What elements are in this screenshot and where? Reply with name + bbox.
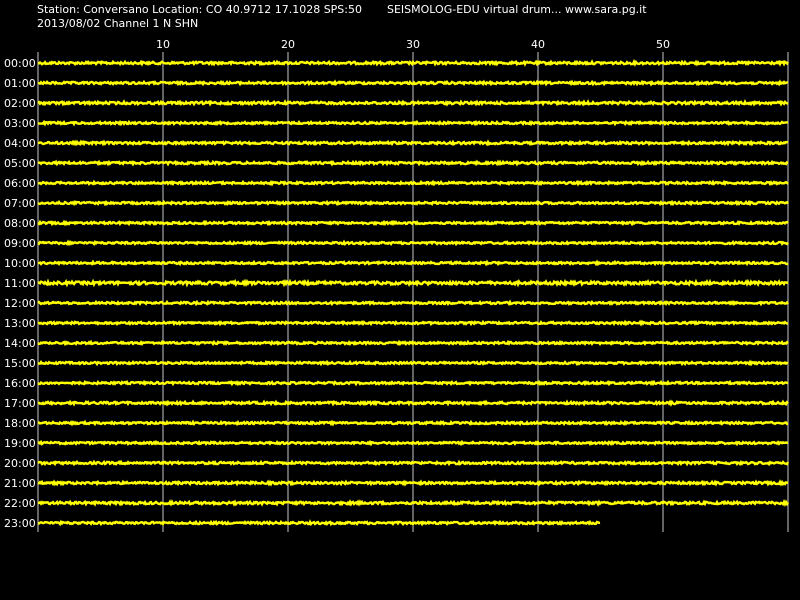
hour-label: 06:00: [4, 177, 36, 190]
trace-0900: [37, 239, 789, 247]
hour-labels: 00:00 01:00 02:00 03:00 04:00 05:00 06:00 07:00…: [4, 57, 36, 530]
trace-2100: [37, 479, 789, 487]
hour-label: 07:00: [4, 197, 36, 210]
trace-0500: [37, 159, 789, 167]
trace-0800: [37, 219, 789, 227]
trace-1200: [37, 299, 789, 307]
trace-0200: [37, 99, 789, 107]
hour-label: 21:00: [4, 477, 36, 490]
trace-1500: [37, 359, 789, 367]
hour-label: 16:00: [4, 377, 36, 390]
trace-2200: [37, 498, 790, 508]
x-tick-label: 50: [656, 38, 670, 51]
grid-lines: [37, 52, 789, 532]
hour-label: 17:00: [4, 397, 36, 410]
x-tick-label: 10: [156, 38, 170, 51]
trace-0000: [37, 58, 789, 67]
trace-1300: [38, 319, 789, 327]
trace-1100: [37, 278, 789, 288]
station-info: Station: Conversano Location: CO 40.9712…: [37, 3, 362, 16]
hour-label: 15:00: [4, 357, 36, 370]
trace-0400: [37, 139, 789, 147]
hour-label: 01:00: [4, 77, 36, 90]
hour-label: 00:00: [4, 57, 36, 70]
hour-label: 22:00: [4, 497, 36, 510]
hour-label: 19:00: [4, 437, 36, 450]
x-axis: 10 20 30 40 50: [156, 38, 670, 51]
hour-label: 23:00: [4, 517, 36, 530]
traces: [37, 58, 790, 527]
date-channel-info: 2013/08/02 Channel 1 N SHN: [37, 17, 199, 30]
hour-label: 12:00: [4, 297, 36, 310]
trace-1400: [37, 339, 789, 347]
trace-1900: [37, 439, 789, 447]
hour-label: 08:00: [4, 217, 36, 230]
trace-1600: [37, 379, 789, 387]
hour-label: 14:00: [4, 337, 36, 350]
trace-1700: [37, 399, 789, 407]
hour-label: 02:00: [4, 97, 36, 110]
x-tick-label: 20: [281, 38, 295, 51]
trace-2000: [37, 459, 790, 467]
hour-label: 18:00: [4, 417, 36, 430]
brand-info: SEISMOLOG-EDU virtual drum... www.sara.p…: [387, 3, 647, 16]
x-tick-label: 40: [531, 38, 545, 51]
trace-0700: [37, 199, 789, 207]
hour-label: 09:00: [4, 237, 36, 250]
trace-2300: [37, 519, 601, 527]
hour-label: 11:00: [4, 277, 36, 290]
x-tick-label: 30: [406, 38, 420, 51]
hour-label: 13:00: [4, 317, 36, 330]
trace-0300: [37, 119, 789, 127]
hour-label: 04:00: [4, 137, 36, 150]
trace-0100: [37, 79, 789, 87]
trace-1000: [37, 259, 789, 267]
hour-label: 05:00: [4, 157, 36, 170]
hour-label: 20:00: [4, 457, 36, 470]
hour-label: 03:00: [4, 117, 36, 130]
trace-1800: [37, 419, 789, 427]
hour-label: 10:00: [4, 257, 36, 270]
trace-0600: [37, 179, 789, 187]
